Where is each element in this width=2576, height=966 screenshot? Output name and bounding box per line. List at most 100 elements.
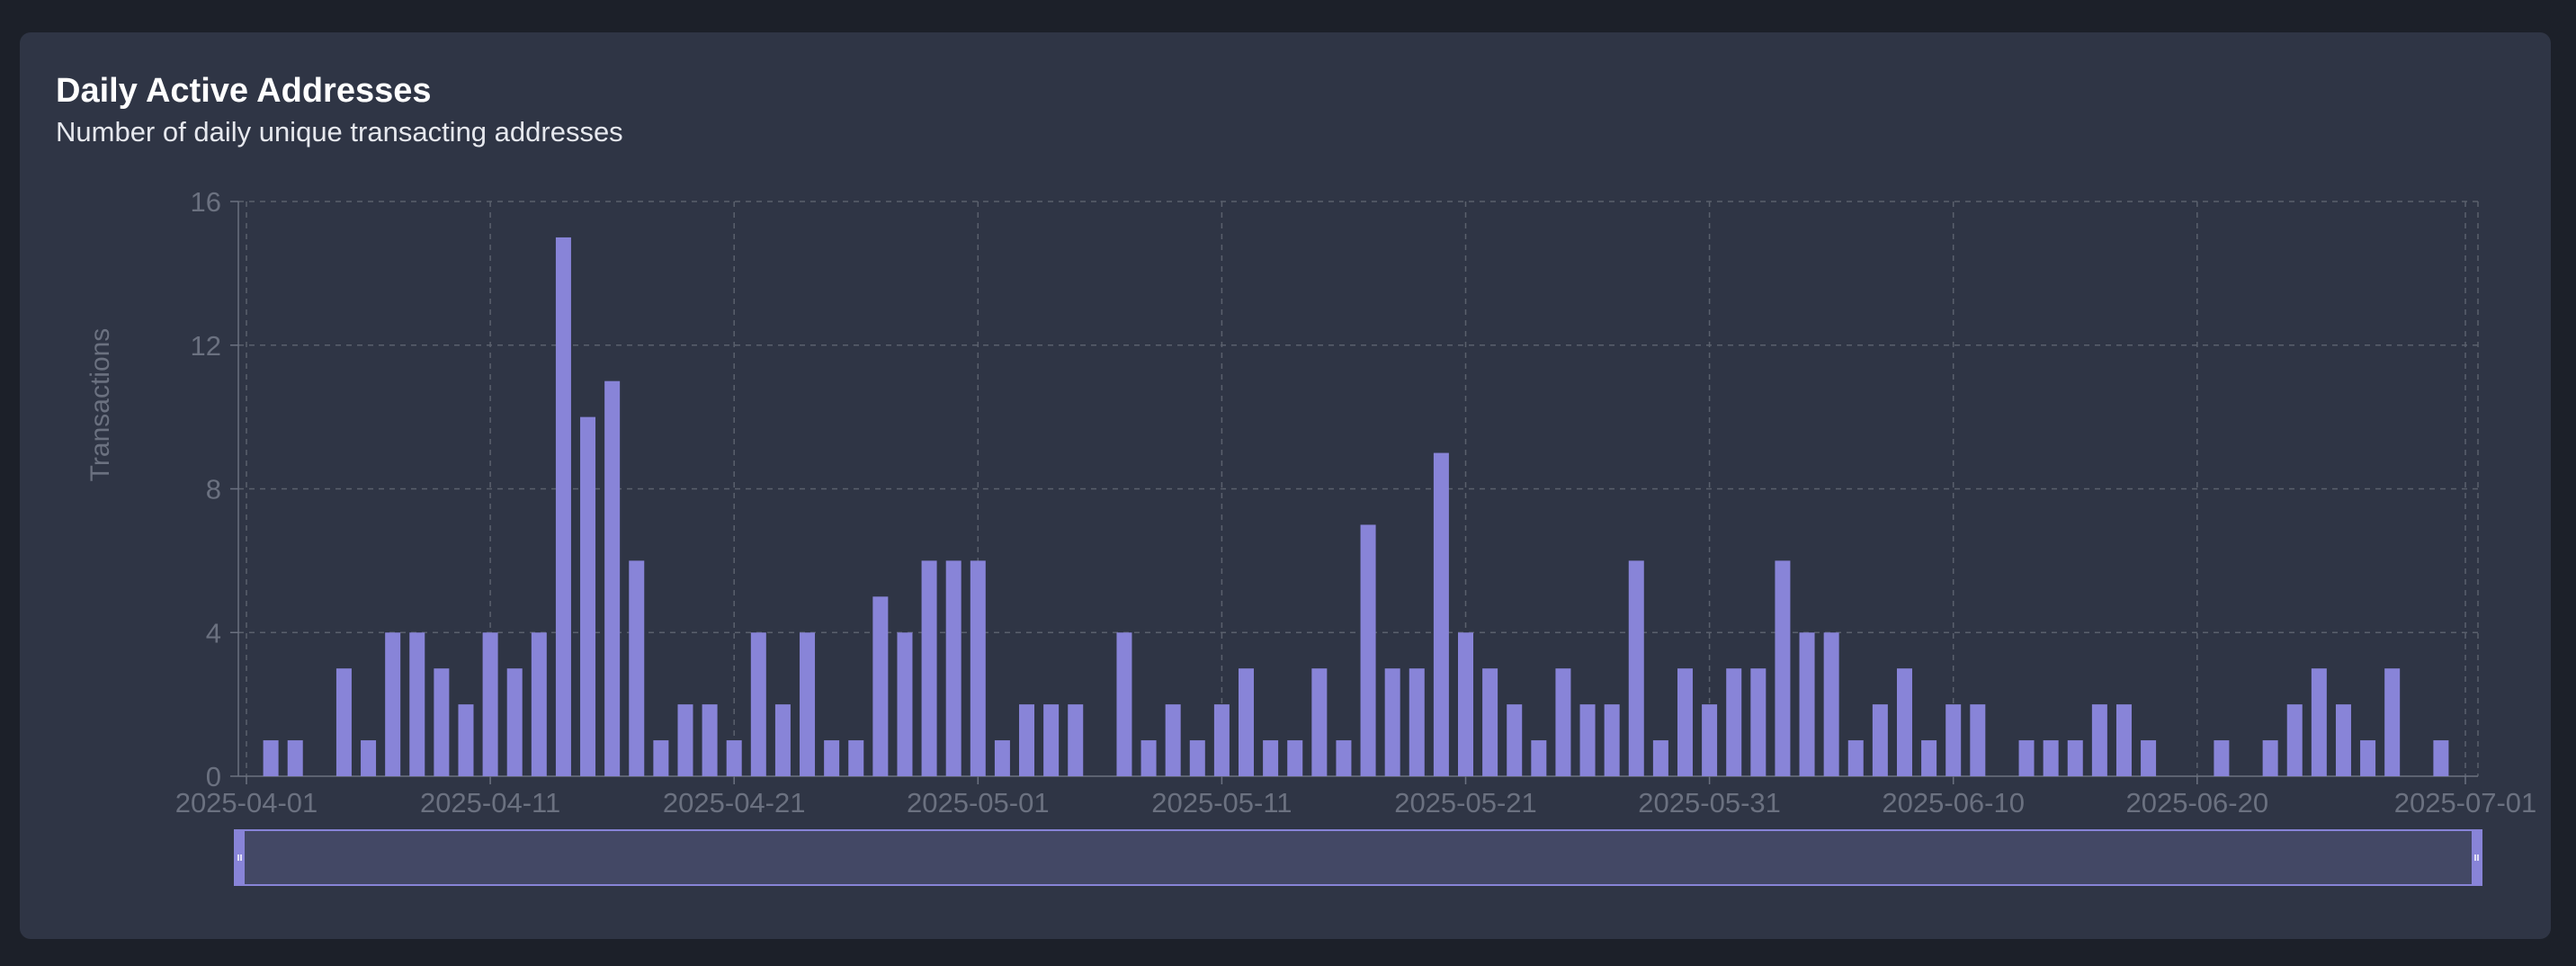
bar[interactable] [2311,668,2327,776]
bar[interactable] [677,704,693,776]
bar[interactable] [1750,668,1767,776]
bar[interactable] [1068,704,1084,776]
bar[interactable] [2091,704,2107,776]
bar[interactable] [1921,740,1937,776]
bar[interactable] [1945,704,1962,776]
bar[interactable] [1652,740,1668,776]
bar[interactable] [1531,740,1547,776]
bar[interactable] [945,560,962,776]
brush-selection[interactable] [234,829,2482,886]
bar[interactable] [1433,452,1449,776]
bar[interactable] [1970,704,1986,776]
chart-card [20,32,2551,939]
bar[interactable] [1702,704,1718,776]
bar[interactable] [1360,524,1376,776]
bar[interactable] [1726,668,1742,776]
x-tick-label: 2025-07-01 [2394,787,2537,818]
bar[interactable] [629,560,645,776]
bar[interactable] [580,416,596,776]
bar[interactable] [604,380,621,776]
bar[interactable] [1604,704,1620,776]
bar[interactable] [848,740,864,776]
bar[interactable] [1189,740,1205,776]
bar[interactable] [2141,740,2157,776]
bar[interactable] [1579,704,1596,776]
bar[interactable] [1458,632,1473,776]
y-tick-label: 4 [206,617,221,648]
bar[interactable] [2067,740,2083,776]
bar[interactable] [482,632,498,776]
bar[interactable] [970,560,986,776]
y-axis-label: Transactions [85,328,115,482]
bar[interactable] [1896,668,1912,776]
bar[interactable] [409,632,425,776]
bar[interactable] [2214,740,2230,776]
bar[interactable] [1043,704,1060,776]
bar[interactable] [702,704,718,776]
bar[interactable] [1165,704,1181,776]
x-tick-label: 2025-05-31 [1638,787,1781,818]
bar[interactable] [653,740,669,776]
bar[interactable] [2262,740,2278,776]
bar[interactable] [1116,632,1132,776]
brush-handle-left[interactable] [235,830,245,886]
bar[interactable] [1677,668,1693,776]
y-tick-label: 12 [191,330,221,362]
bar[interactable] [458,704,474,776]
bar[interactable] [994,740,1010,776]
bar[interactable] [1019,704,1035,776]
bar[interactable] [1140,740,1157,776]
bar[interactable] [872,596,889,776]
bar[interactable] [2286,704,2303,776]
bar[interactable] [1263,740,1279,776]
bar[interactable] [531,632,547,776]
bar[interactable] [555,237,571,776]
x-tick-label: 2025-05-01 [907,787,1050,818]
bar[interactable] [2384,668,2401,776]
bar[interactable] [1482,668,1498,776]
bar[interactable] [1507,704,1523,776]
range-brush[interactable] [234,829,2482,886]
chart-title: Daily Active Addresses [56,72,432,110]
bar[interactable] [824,740,840,776]
bar[interactable] [750,632,766,776]
x-tick-label: 2025-05-21 [1394,787,1537,818]
bar[interactable] [921,560,937,776]
y-tick-label: 8 [206,474,221,505]
bar[interactable] [2018,740,2035,776]
bar[interactable] [1555,668,1571,776]
bar[interactable] [287,740,303,776]
bar[interactable] [2335,704,2351,776]
bar[interactable] [1628,560,1644,776]
bar[interactable] [1847,740,1864,776]
bar[interactable] [2360,740,2376,776]
bar[interactable] [1775,560,1791,776]
bar[interactable] [1409,668,1425,776]
bar[interactable] [726,740,742,776]
bar[interactable] [2115,704,2132,776]
bar[interactable] [335,668,352,776]
bar[interactable] [263,740,279,776]
bar[interactable] [1213,704,1230,776]
bar[interactable] [385,632,401,776]
bar[interactable] [1799,632,1815,776]
bar[interactable] [434,668,450,776]
bar[interactable] [1311,668,1328,776]
bar[interactable] [1872,704,1888,776]
bar[interactable] [2433,740,2449,776]
grid-lines [238,201,2479,776]
bar[interactable] [774,704,791,776]
bar[interactable] [800,632,816,776]
bar[interactable] [1384,668,1400,776]
bar[interactable] [506,668,523,776]
bar[interactable] [1239,668,1255,776]
y-tick-label: 16 [191,186,221,218]
brush-handle-right[interactable] [2472,830,2482,886]
bar[interactable] [1287,740,1303,776]
bar[interactable] [1336,740,1352,776]
bar[interactable] [897,632,913,776]
bar[interactable] [2043,740,2059,776]
bar[interactable] [1823,632,1839,776]
bar[interactable] [361,740,377,776]
